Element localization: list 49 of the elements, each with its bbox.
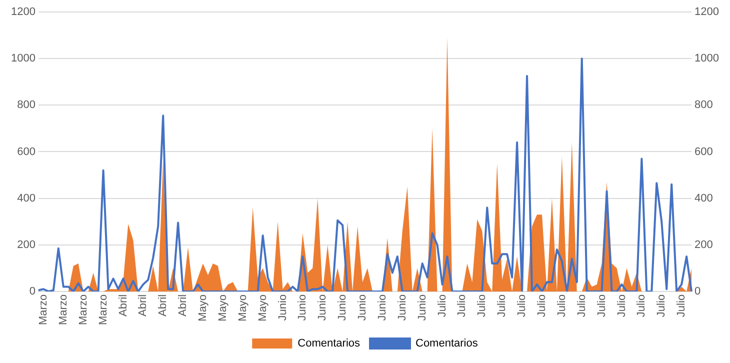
y2-tick-label: 1200 xyxy=(694,6,720,18)
x-tick-label: Junio xyxy=(276,294,289,321)
x-tick-label: Julio xyxy=(476,294,488,318)
x-tick-label: Julio xyxy=(496,294,508,318)
y2-tick-label: 1000 xyxy=(694,52,720,65)
x-tick-label: Julio xyxy=(556,294,568,318)
y-tick-label: 200 xyxy=(17,238,36,251)
x-tick-label: Julio xyxy=(536,294,548,318)
legend-label: Comentarios xyxy=(298,338,360,350)
x-tick-label: Junio xyxy=(336,294,349,321)
x-tick-label: Abril xyxy=(117,294,130,316)
y2-tick-label: 400 xyxy=(694,192,713,204)
x-tick-label: Junio xyxy=(376,294,388,321)
y-tick-label: 1000 xyxy=(10,52,36,65)
x-tick-label: Abril xyxy=(137,294,150,316)
x-tick-label: Marzo xyxy=(97,294,110,325)
x-tick-label: Julio xyxy=(656,294,668,318)
x-tick-label: Mayo xyxy=(236,294,249,322)
x-tick-label: Mayo xyxy=(256,294,269,322)
x-tick-label: Junio xyxy=(416,294,428,321)
y-tick-label: 600 xyxy=(17,146,36,158)
y2-tick-label: 200 xyxy=(694,238,713,251)
y-tick-label: 0 xyxy=(29,285,36,298)
x-tick-label: Mayo xyxy=(197,294,210,322)
x-tick-label: Julio xyxy=(676,294,688,318)
x-tick-label: Julio xyxy=(616,294,628,318)
x-tick-label: Junio xyxy=(356,294,369,321)
x-tick-label: Mayo xyxy=(216,294,229,322)
y2-tick-label: 0 xyxy=(694,285,701,298)
x-tick-label: Julio xyxy=(516,294,528,318)
x-tick-label: Junio xyxy=(296,294,309,321)
x-tick-label: Julio xyxy=(576,294,588,318)
x-tick-label: Julio xyxy=(636,294,648,318)
legend-label: Comentarios xyxy=(416,338,478,350)
y-tick-label: 1200 xyxy=(10,6,36,18)
x-tick-label: Marzo xyxy=(37,294,50,325)
x-tick-label: Abril xyxy=(157,294,170,316)
x-tick-label: Abril xyxy=(177,294,190,316)
x-tick-label: Marzo xyxy=(57,294,70,325)
x-tick-label: Junio xyxy=(316,294,329,321)
x-tick-label: Julio xyxy=(596,294,608,318)
y2-tick-label: 800 xyxy=(694,99,713,112)
x-tick-label: Junio xyxy=(396,294,408,321)
x-tick-label: Julio xyxy=(436,294,448,318)
y-tick-label: 800 xyxy=(17,99,36,112)
y2-tick-label: 600 xyxy=(694,146,713,158)
y-tick-label: 400 xyxy=(17,192,36,204)
x-tick-label: Marzo xyxy=(77,294,90,325)
x-tick-label: Julio xyxy=(456,294,468,318)
